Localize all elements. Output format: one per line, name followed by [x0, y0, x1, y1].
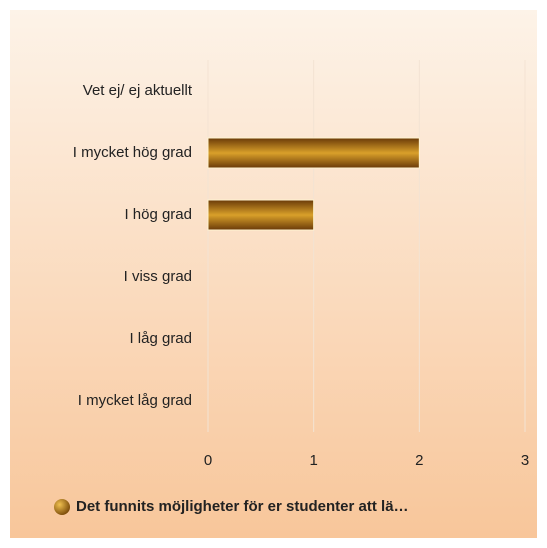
x-tick-label: 2: [415, 452, 423, 469]
bar: [207, 199, 315, 231]
y-tick-label: I mycket hög grad: [73, 144, 192, 161]
y-tick-label: I viss grad: [124, 268, 192, 285]
x-tick-label: 0: [204, 452, 212, 469]
background: [10, 10, 537, 538]
y-tick-label: I låg grad: [129, 330, 192, 347]
x-tick-label: 1: [309, 452, 317, 469]
bar: [207, 137, 420, 169]
y-tick-label: Vet ej/ ej aktuellt: [83, 82, 193, 99]
x-tick-label: 3: [521, 452, 529, 469]
legend-swatch: [54, 499, 70, 515]
y-tick-label: I mycket låg grad: [78, 392, 192, 409]
y-tick-label: I hög grad: [124, 206, 192, 223]
legend-label: Det funnits möjligheter för er studenter…: [76, 498, 409, 515]
